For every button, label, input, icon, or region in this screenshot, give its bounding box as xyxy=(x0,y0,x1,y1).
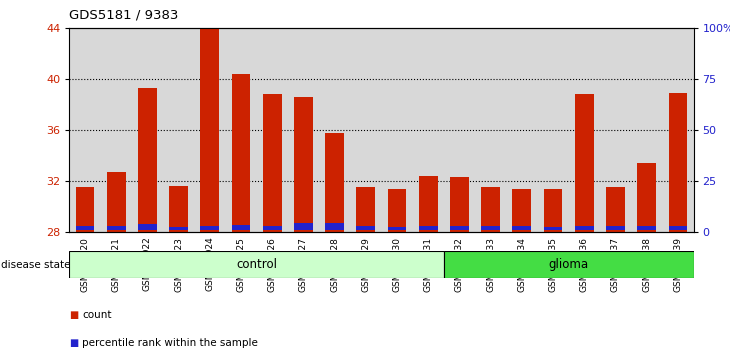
Bar xyxy=(412,28,444,232)
Text: glioma: glioma xyxy=(549,258,588,271)
Bar xyxy=(356,227,375,230)
Bar xyxy=(257,28,288,232)
Bar xyxy=(350,28,381,232)
Bar xyxy=(569,28,600,232)
Bar xyxy=(69,28,101,232)
Bar xyxy=(294,97,312,232)
Text: control: control xyxy=(236,258,277,271)
Bar xyxy=(450,225,469,230)
Bar xyxy=(662,28,694,232)
Bar xyxy=(537,28,569,232)
Bar xyxy=(575,95,593,232)
Bar xyxy=(226,28,257,232)
Bar xyxy=(388,189,407,232)
Bar xyxy=(512,227,531,230)
Bar xyxy=(475,28,507,232)
Bar xyxy=(231,225,250,230)
Text: ■: ■ xyxy=(69,338,79,348)
Text: ■: ■ xyxy=(69,310,79,320)
Bar xyxy=(419,225,437,230)
Bar xyxy=(294,223,312,230)
Bar xyxy=(544,227,562,230)
Bar xyxy=(481,187,500,232)
Bar xyxy=(201,28,219,232)
Text: disease state: disease state xyxy=(1,260,70,270)
Bar xyxy=(76,225,94,230)
Bar xyxy=(669,225,687,230)
Bar xyxy=(544,189,562,232)
Bar xyxy=(231,74,250,232)
Bar xyxy=(169,186,188,232)
Bar xyxy=(381,28,412,232)
Bar xyxy=(631,28,662,232)
Bar xyxy=(356,187,375,232)
Bar xyxy=(481,227,500,230)
Bar xyxy=(194,28,226,232)
Bar xyxy=(263,227,282,230)
Bar xyxy=(507,28,537,232)
Bar xyxy=(101,28,132,232)
Bar xyxy=(606,187,625,232)
Bar xyxy=(107,172,126,232)
Bar xyxy=(606,227,625,230)
Bar xyxy=(319,28,350,232)
Bar xyxy=(388,227,407,230)
Bar xyxy=(444,251,694,278)
Bar xyxy=(288,28,319,232)
Bar xyxy=(69,251,444,278)
Bar xyxy=(575,225,593,230)
Bar xyxy=(326,133,344,232)
Bar xyxy=(138,88,157,232)
Bar xyxy=(512,189,531,232)
Bar xyxy=(637,163,656,232)
Bar xyxy=(107,225,126,230)
Bar xyxy=(131,28,163,232)
Bar xyxy=(201,225,219,230)
Bar xyxy=(169,227,188,230)
Bar xyxy=(450,177,469,232)
Bar xyxy=(419,176,437,232)
Bar xyxy=(163,28,194,232)
Bar xyxy=(637,227,656,230)
Bar xyxy=(326,223,344,230)
Text: count: count xyxy=(82,310,112,320)
Bar xyxy=(600,28,631,232)
Bar xyxy=(444,28,475,232)
Bar xyxy=(138,224,157,230)
Text: percentile rank within the sample: percentile rank within the sample xyxy=(82,338,258,348)
Bar xyxy=(669,93,687,232)
Bar xyxy=(76,187,94,232)
Text: GDS5181 / 9383: GDS5181 / 9383 xyxy=(69,9,179,22)
Bar xyxy=(263,95,282,232)
